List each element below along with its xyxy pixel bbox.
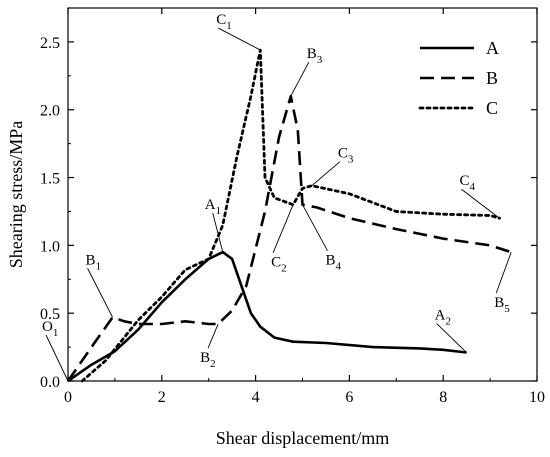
annotation-base: O xyxy=(42,319,53,335)
annotation-leader xyxy=(311,161,341,187)
annotation-label-b2: B2 xyxy=(200,350,216,370)
y-tick-label: 2.5 xyxy=(40,35,60,52)
annotation-leader xyxy=(87,268,113,318)
annotation-base: C xyxy=(338,146,348,162)
annotation-leader xyxy=(45,334,69,382)
annotation-subscript: 5 xyxy=(504,303,510,315)
annotation-subscript: 4 xyxy=(469,181,475,193)
annotation-base: A xyxy=(205,197,216,213)
x-tick-label: 10 xyxy=(529,389,545,406)
y-tick-label: 0.0 xyxy=(40,374,60,391)
annotation-leader xyxy=(290,61,310,97)
annotation-label-c1: C1 xyxy=(216,12,232,32)
ticks-layer: 0 2 4 6 8 10 0.0 0.5 1.0 1.5 2.0 2.5 xyxy=(40,8,545,406)
series-line-c xyxy=(80,48,501,383)
annotation-subscript: 2 xyxy=(210,358,216,370)
x-tick-label: 4 xyxy=(252,389,260,406)
annotation-base: B xyxy=(326,253,336,269)
x-tick-label: 0 xyxy=(64,389,72,406)
y-tick-label: 1.0 xyxy=(40,238,60,255)
annotation-label-c2: C2 xyxy=(271,255,287,275)
annotation-subscript: 4 xyxy=(336,261,342,273)
y-axis-label: Shearing stress/MPa xyxy=(6,121,26,269)
annotation-leader xyxy=(436,323,467,353)
annotation-base: B xyxy=(307,46,317,62)
y-tick-label: 0.5 xyxy=(40,306,60,323)
annotation-subscript: 2 xyxy=(281,263,287,275)
x-tick-label: 6 xyxy=(345,389,353,406)
annotation-base: C xyxy=(271,255,281,271)
annotation-label-c4: C4 xyxy=(459,173,475,193)
series-line-a xyxy=(67,250,467,383)
annotation-leader xyxy=(207,323,219,349)
annotation-base: C xyxy=(216,12,226,28)
annotation-label-b5: B5 xyxy=(494,295,510,315)
x-tick-label: 2 xyxy=(158,389,166,406)
y-tick-label: 2.0 xyxy=(40,103,60,120)
annotation-base: B xyxy=(200,350,210,366)
annotation-leader xyxy=(212,213,224,253)
annotation-leader xyxy=(461,188,500,219)
annotation-label-b1: B1 xyxy=(86,252,102,272)
annotation-subscript: 2 xyxy=(445,316,451,328)
annotation-subscript: 1 xyxy=(96,260,102,272)
annotation-leader xyxy=(272,204,294,253)
annotation-base: B xyxy=(494,295,504,311)
x-tick-label: 8 xyxy=(439,389,447,406)
annotation-leader xyxy=(218,27,261,51)
annotation-base: C xyxy=(459,173,469,189)
annotation-label-a2: A2 xyxy=(435,308,451,328)
annotation-subscript: 1 xyxy=(216,205,222,217)
legend-label-c: C xyxy=(486,98,498,118)
annotation-label-b4: B4 xyxy=(326,253,342,273)
legend: ABC xyxy=(418,38,499,118)
annotation-subscript: 1 xyxy=(226,20,232,32)
legend-label-b: B xyxy=(486,68,498,88)
annotation-leader xyxy=(495,251,512,294)
annotation-subscript: 1 xyxy=(53,327,59,339)
series-line-b xyxy=(66,94,512,382)
y-tick-label: 1.5 xyxy=(40,171,60,188)
legend-label-a: A xyxy=(486,38,499,58)
annotation-base: B xyxy=(86,252,96,268)
x-axis-label: Shear displacement/mm xyxy=(216,428,389,448)
series-layer xyxy=(66,48,512,383)
annotation-label-b3: B3 xyxy=(307,46,323,66)
annotation-subscript: 3 xyxy=(348,154,354,166)
annotation-label-c3: C3 xyxy=(338,146,354,166)
annotation-leader xyxy=(302,204,328,251)
annotation-subscript: 3 xyxy=(317,54,323,66)
annotation-label-a1: A1 xyxy=(205,197,221,217)
annotation-label-o1: O1 xyxy=(42,319,58,339)
annotation-base: A xyxy=(435,308,446,324)
